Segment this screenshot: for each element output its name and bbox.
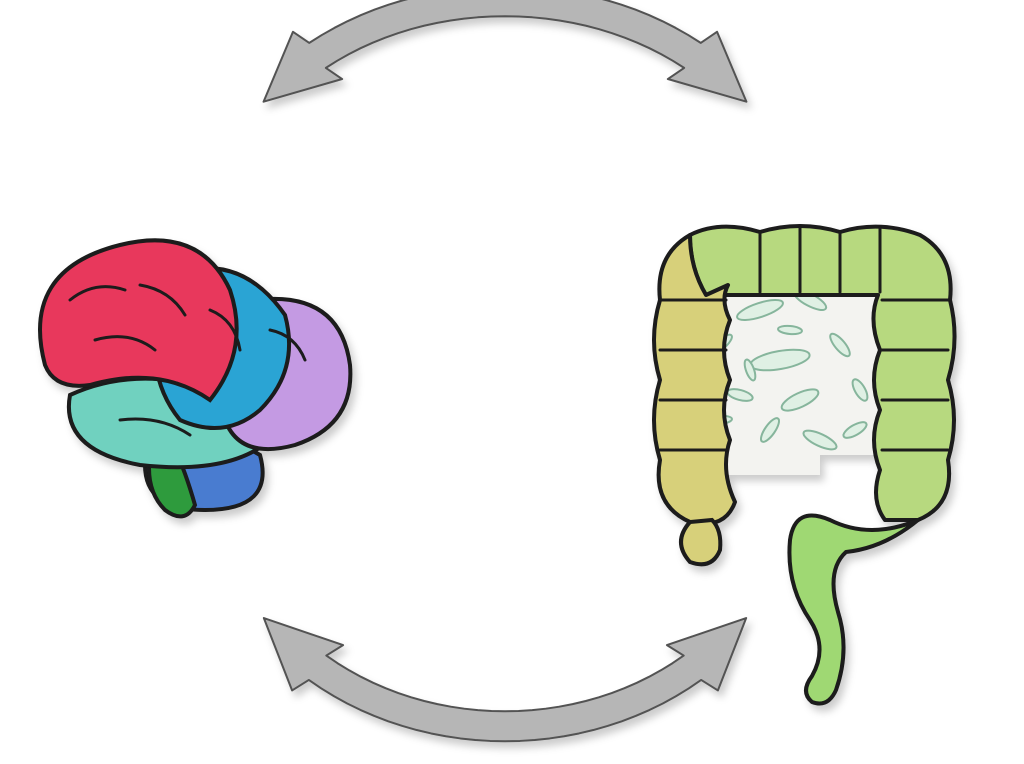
arrow-top: [264, 0, 747, 102]
gut-icon: [654, 226, 955, 704]
arrow-bottom: [264, 618, 746, 741]
brain-icon: [40, 240, 350, 516]
